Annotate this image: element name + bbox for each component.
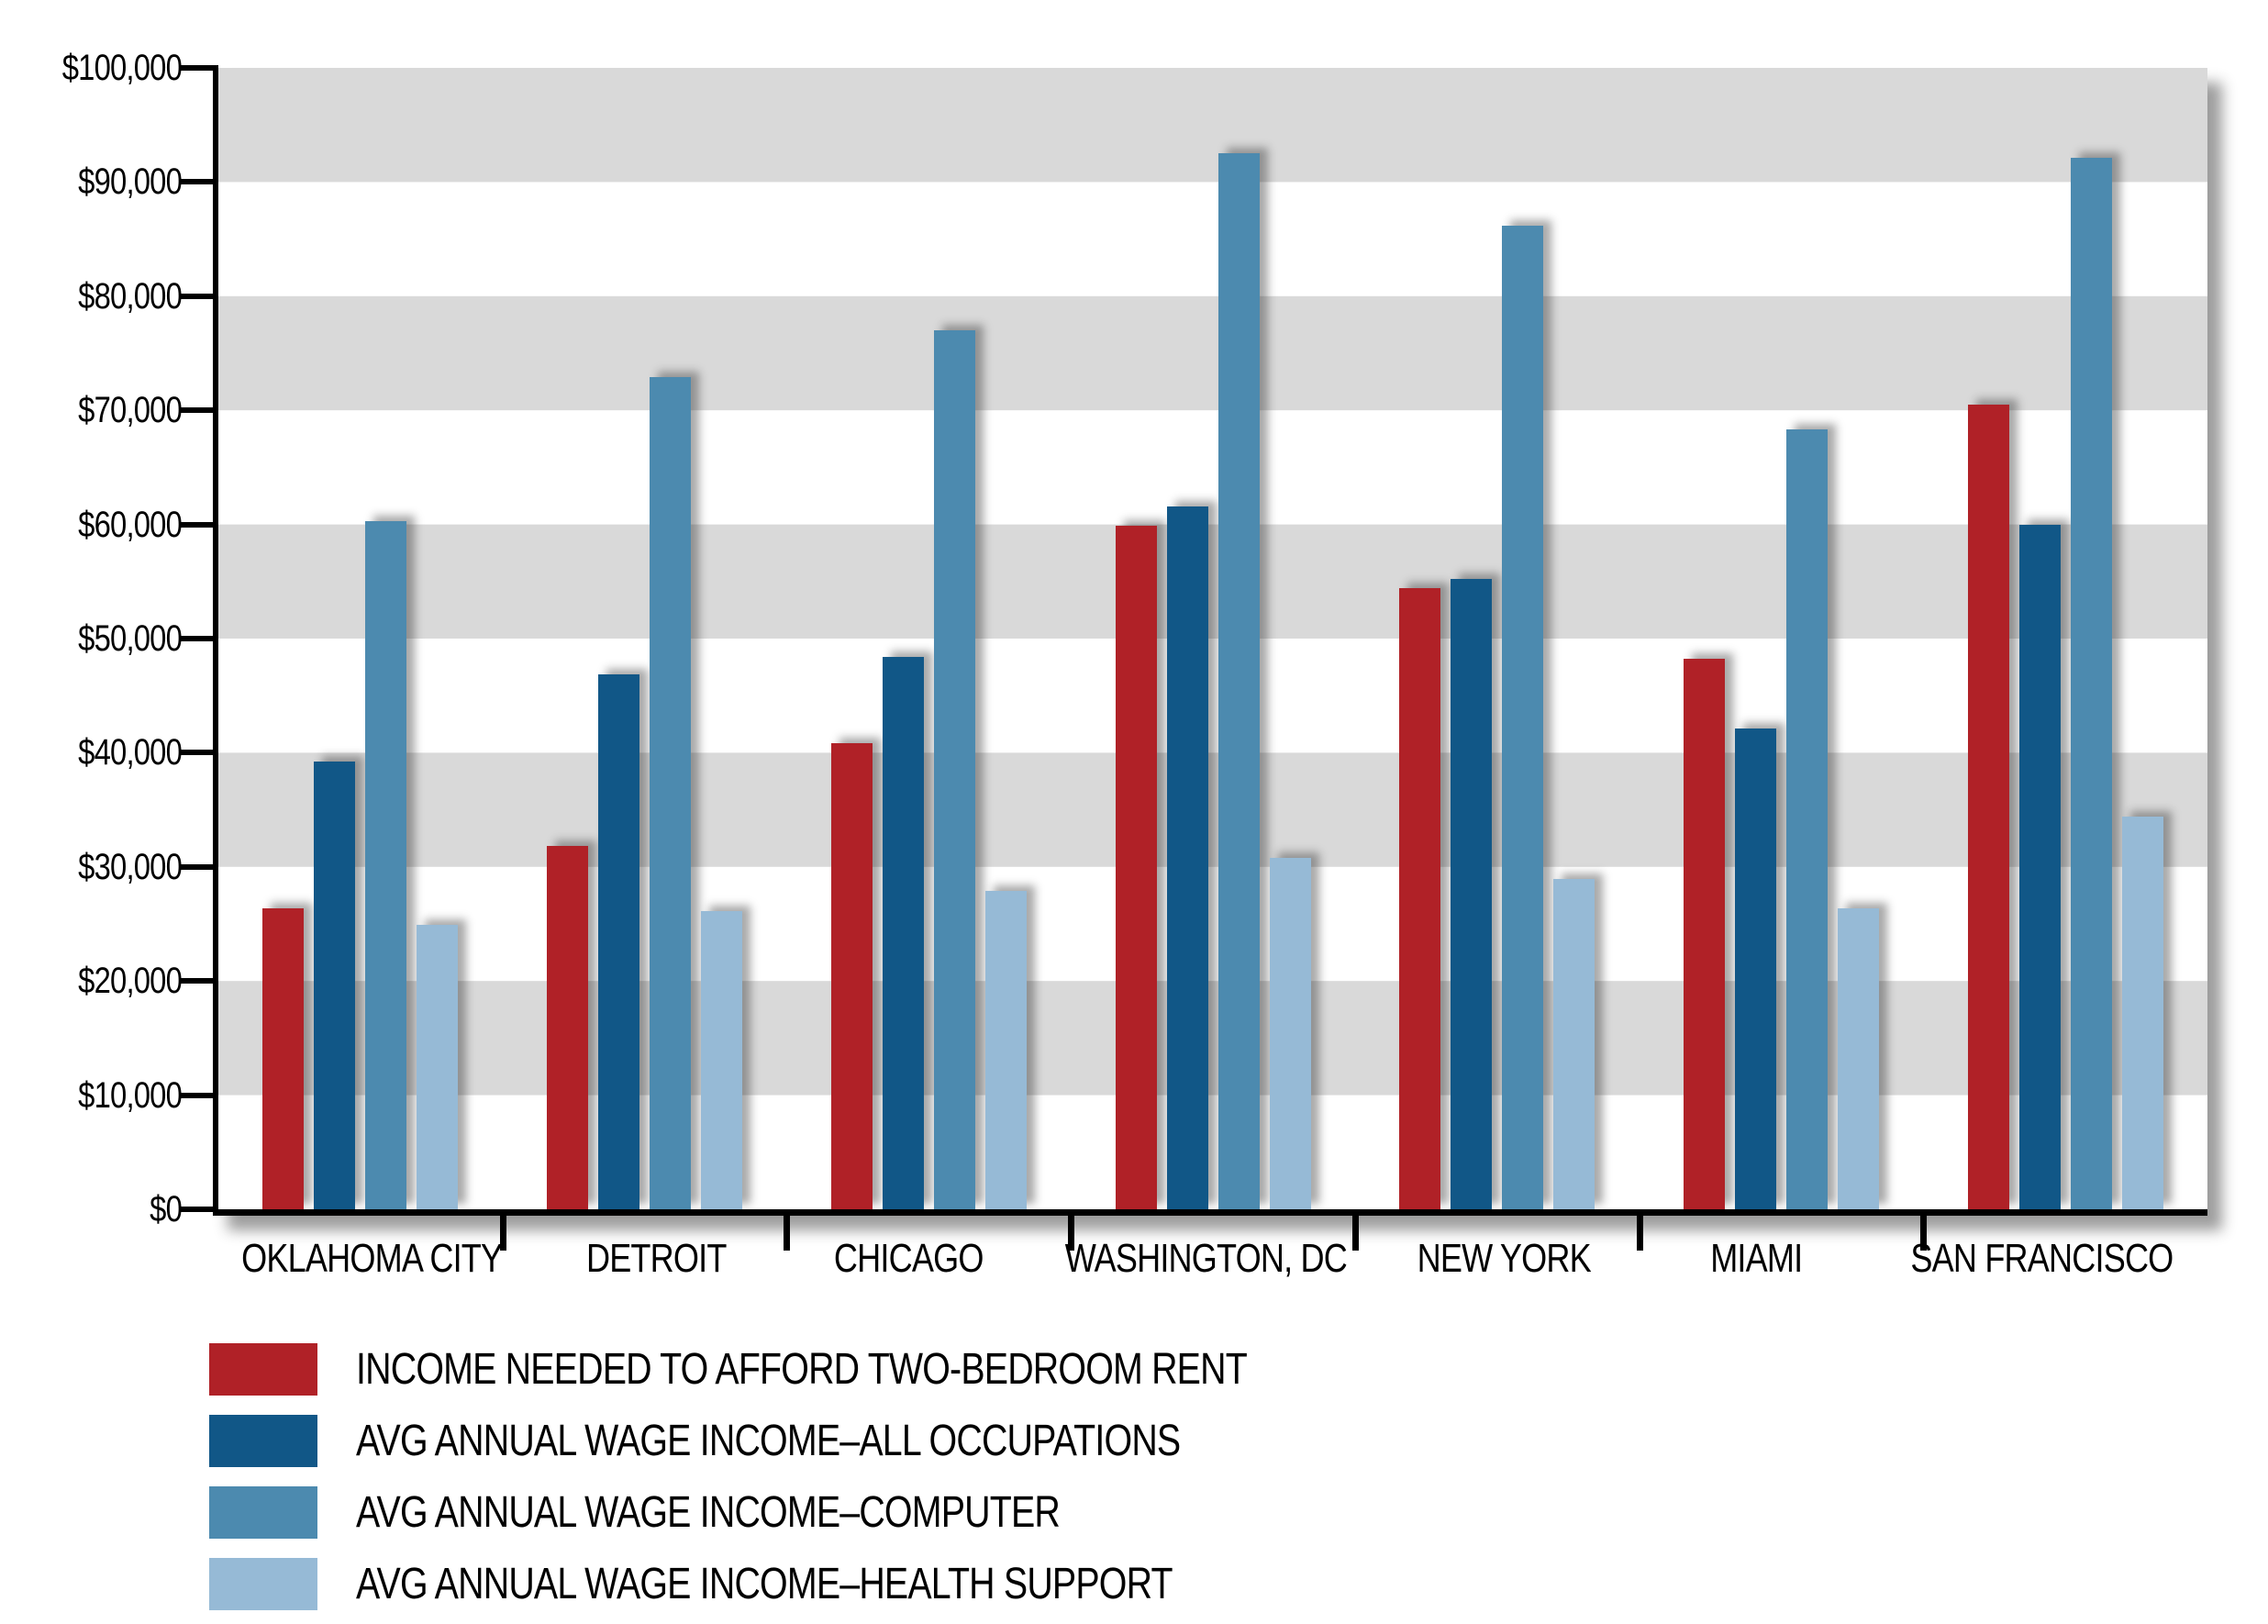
y-axis-label: $80,000 <box>78 275 183 317</box>
y-axis-tick <box>180 65 218 71</box>
bar <box>882 656 924 1209</box>
bar <box>1217 153 1260 1209</box>
bar <box>2070 158 2112 1209</box>
y-axis-tick <box>180 521 218 528</box>
x-axis-tick <box>1351 1216 1359 1251</box>
y-axis-tick <box>180 1092 218 1098</box>
bar <box>1553 879 1595 1209</box>
bar <box>1166 506 1208 1209</box>
bar <box>365 520 407 1209</box>
y-axis-label: $0 <box>150 1189 183 1229</box>
y-axis-tick <box>180 407 218 414</box>
city-label: OKLAHOMA CITY <box>241 1236 503 1281</box>
bar-group <box>1640 68 1924 1209</box>
bar-group <box>1923 68 2207 1209</box>
bar <box>1269 857 1311 1209</box>
plot-area <box>180 65 2207 1251</box>
x-axis-tick <box>1920 1216 1928 1251</box>
legend-swatch <box>209 1415 317 1467</box>
y-axis-label: $10,000 <box>78 1074 183 1116</box>
y-axis-tick <box>180 1207 218 1212</box>
legend-label: AVG ANNUAL WAGE INCOME–ALL OCCUPATIONS <box>356 1416 1181 1465</box>
bar <box>262 907 305 1209</box>
bar <box>1785 429 1828 1209</box>
city-label: MIAMI <box>1709 1236 1803 1281</box>
bar <box>830 743 873 1209</box>
bar <box>933 330 975 1209</box>
y-axis-label: $40,000 <box>78 732 183 773</box>
x-axis-tick <box>1068 1216 1075 1251</box>
bar <box>547 846 589 1209</box>
legend-item: AVG ANNUAL WAGE INCOME–ALL OCCUPATIONS <box>209 1415 1442 1467</box>
bar <box>1683 659 1725 1209</box>
city-label: SAN FRANCISCO <box>1910 1236 2174 1281</box>
legend-swatch <box>209 1343 317 1396</box>
x-axis-tick <box>784 1216 791 1251</box>
x-axis-tick <box>1636 1216 1643 1251</box>
legend-swatch <box>209 1486 317 1539</box>
bar <box>598 673 640 1209</box>
bar <box>1451 579 1493 1209</box>
bar-group <box>786 68 1071 1209</box>
legend-swatch <box>209 1558 317 1610</box>
x-axis-tick <box>499 1216 506 1251</box>
bar <box>650 377 692 1209</box>
y-axis-label: $60,000 <box>78 504 183 545</box>
y-axis-tick <box>180 293 218 299</box>
bar-group <box>1355 68 1640 1209</box>
city-label: NEW YORK <box>1417 1236 1592 1281</box>
bar <box>701 911 743 1209</box>
y-axis-label: $50,000 <box>78 618 183 659</box>
legend: INCOME NEEDED TO AFFORD TWO-BEDROOM RENT… <box>209 1343 1442 1610</box>
bar <box>417 925 459 1209</box>
bar-group <box>218 68 503 1209</box>
bar-group <box>503 68 787 1209</box>
legend-item: AVG ANNUAL WAGE INCOME–HEALTH SUPPORT <box>209 1558 1442 1610</box>
bar <box>984 890 1027 1209</box>
bar <box>314 762 356 1209</box>
legend-label: AVG ANNUAL WAGE INCOME–COMPUTER <box>356 1487 1061 1537</box>
city-label: CHICAGO <box>833 1236 984 1281</box>
y-axis-label: $100,000 <box>61 48 183 88</box>
bar <box>1115 525 1157 1209</box>
y-axis-tick <box>180 636 218 641</box>
bar <box>1837 907 1879 1209</box>
bar <box>1967 404 2009 1209</box>
x-axis-labels: OKLAHOMA CITY DETROIT CHICAGO WASHINGTON, D… <box>213 1237 2202 1281</box>
bar <box>2121 817 2163 1209</box>
city-label: DETROIT <box>586 1236 727 1281</box>
legend-item: AVG ANNUAL WAGE INCOME–COMPUTER <box>209 1486 1442 1539</box>
bar <box>1734 729 1776 1209</box>
y-axis-tick <box>180 179 218 185</box>
bar <box>1399 588 1441 1209</box>
legend-label: INCOME NEEDED TO AFFORD TWO-BEDROOM RENT <box>356 1344 1248 1394</box>
legend-item: INCOME NEEDED TO AFFORD TWO-BEDROOM RENT <box>209 1343 1442 1396</box>
bar <box>1502 225 1544 1209</box>
y-axis-label: $70,000 <box>78 390 183 431</box>
bar-groups <box>218 68 2207 1209</box>
city-label: WASHINGTON, DC <box>1065 1236 1348 1281</box>
bar <box>2018 524 2061 1209</box>
y-axis-tick <box>180 750 218 756</box>
y-axis-label: $90,000 <box>78 161 183 203</box>
bar-group <box>1071 68 1355 1209</box>
y-axis-tick <box>180 863 218 870</box>
y-axis-tick <box>180 978 218 984</box>
y-axis-label: $20,000 <box>78 961 183 1002</box>
y-axis-label: $30,000 <box>78 846 183 887</box>
legend-label: AVG ANNUAL WAGE INCOME–HEALTH SUPPORT <box>356 1559 1173 1608</box>
